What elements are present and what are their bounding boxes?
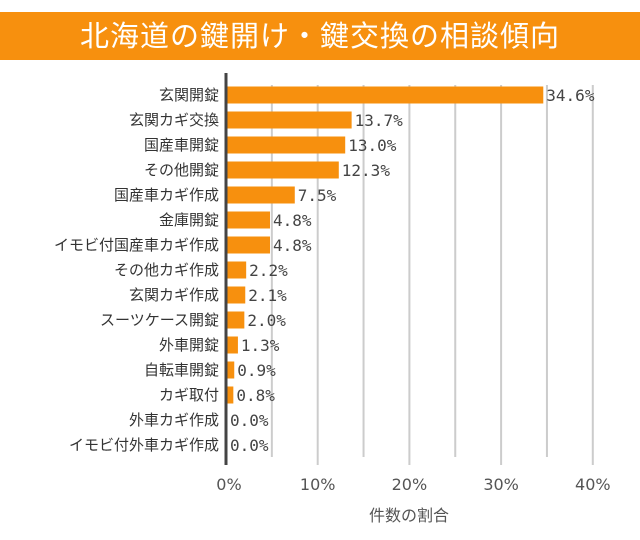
bar xyxy=(226,161,339,179)
x-axis-title: 件数の割合 xyxy=(369,506,449,525)
x-tick-label: 10% xyxy=(300,475,336,494)
bar xyxy=(226,86,544,104)
bar xyxy=(226,386,234,404)
data-label: 13.7% xyxy=(355,111,404,130)
bar xyxy=(226,111,352,129)
data-label: 2.2% xyxy=(249,261,288,280)
x-tick-label: 0% xyxy=(216,475,241,494)
data-label: 2.1% xyxy=(248,286,287,305)
chart-title: 北海道の鍵開け・鍵交換の相談傾向 xyxy=(0,12,640,60)
category-label: 玄関カギ作成 xyxy=(129,286,219,304)
x-tick-label: 40% xyxy=(575,475,611,494)
category-label: 国産車開錠 xyxy=(144,136,219,154)
category-label: 国産車カギ作成 xyxy=(114,186,219,204)
data-label: 2.0% xyxy=(247,311,286,330)
bar xyxy=(226,136,346,154)
data-label: 34.6% xyxy=(546,86,595,105)
bar xyxy=(226,261,247,279)
category-label: 玄関開錠 xyxy=(159,86,219,104)
data-label: 7.5% xyxy=(298,186,337,205)
category-label: イモビ付国産車カギ作成 xyxy=(54,236,219,254)
data-label: 0.0% xyxy=(230,411,269,430)
category-label: 自転車開錠 xyxy=(144,361,219,379)
category-label: 金庫開錠 xyxy=(159,211,219,229)
bar xyxy=(226,211,271,229)
data-label: 1.3% xyxy=(241,336,280,355)
data-label: 12.3% xyxy=(342,161,391,180)
category-label: 外車カギ作成 xyxy=(129,411,219,429)
category-label: スーツケース開錠 xyxy=(100,311,219,329)
data-label: 4.8% xyxy=(273,236,312,255)
x-tick-label: 30% xyxy=(483,475,519,494)
bar xyxy=(226,186,295,204)
data-label: 0.0% xyxy=(230,436,269,455)
bar xyxy=(226,286,246,304)
data-label: 0.9% xyxy=(237,361,276,380)
bar xyxy=(226,336,238,354)
category-label: その他カギ作成 xyxy=(114,261,219,279)
bar xyxy=(226,361,235,379)
category-label: イモビ付外車カギ作成 xyxy=(69,436,219,454)
category-label: その他開錠 xyxy=(144,161,219,179)
x-tick-label: 20% xyxy=(392,475,428,494)
bar xyxy=(226,311,245,329)
data-label: 4.8% xyxy=(273,211,312,230)
category-label: 外車開錠 xyxy=(159,336,219,354)
data-label: 0.8% xyxy=(236,386,275,405)
data-label: 13.0% xyxy=(348,136,397,155)
category-label: 玄関カギ交換 xyxy=(129,111,219,129)
bar xyxy=(226,236,271,254)
category-label: カギ取付 xyxy=(159,386,219,404)
